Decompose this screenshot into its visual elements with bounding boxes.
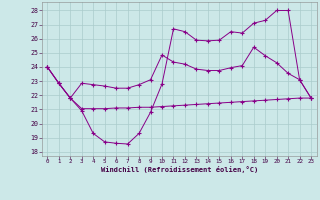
X-axis label: Windchill (Refroidissement éolien,°C): Windchill (Refroidissement éolien,°C) — [100, 166, 258, 173]
